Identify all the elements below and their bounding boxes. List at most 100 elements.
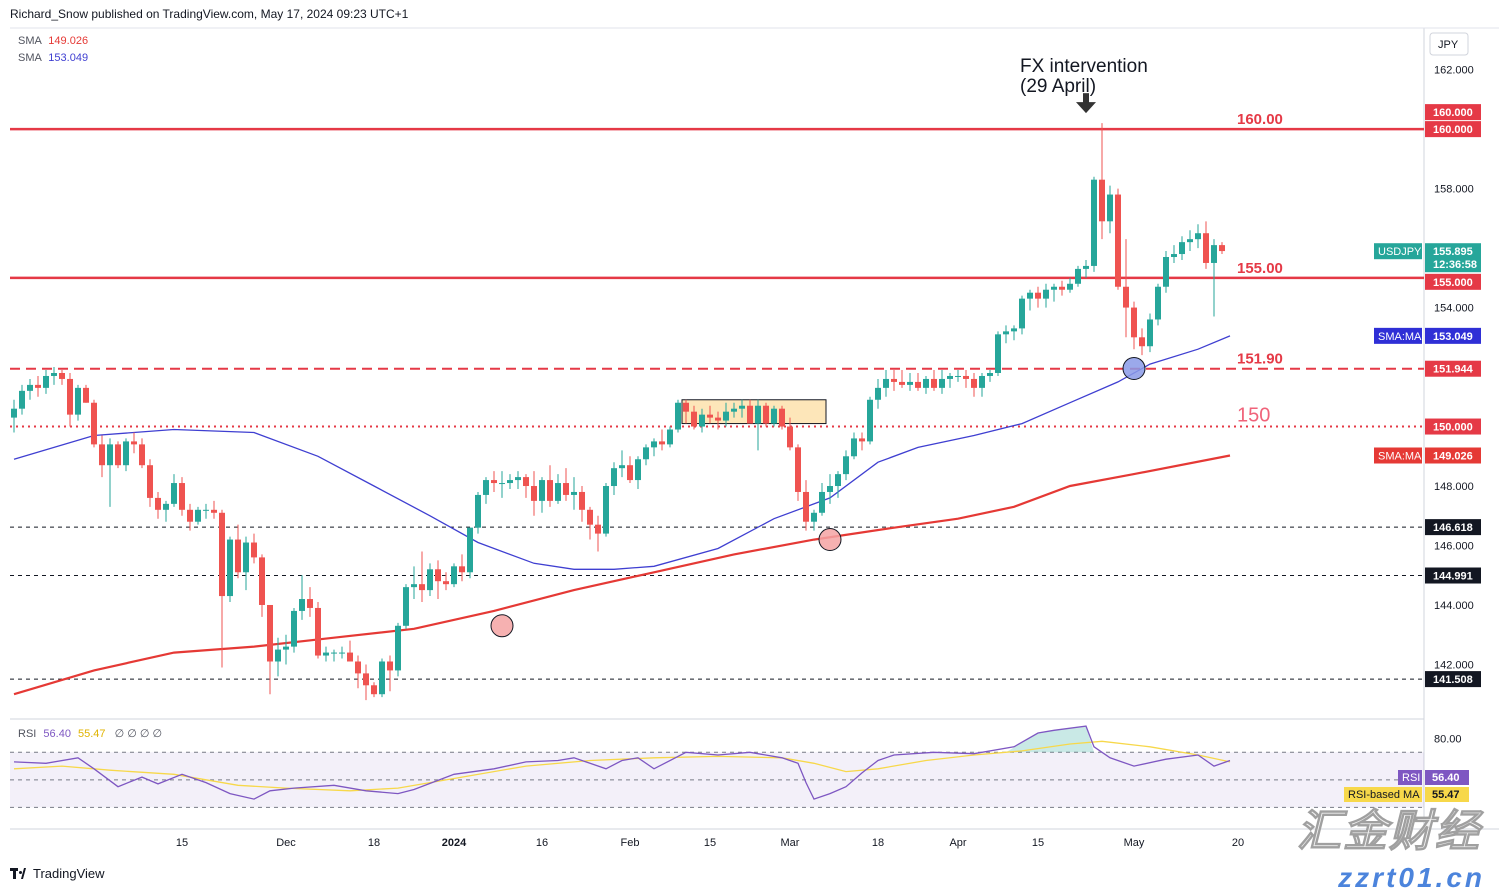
candle-73 <box>595 524 601 534</box>
candle-22 <box>187 509 193 522</box>
axis-label-bg-3 <box>1425 243 1481 260</box>
axis-label-bg-5 <box>1425 273 1481 290</box>
axis-label-bg-8 <box>1425 360 1481 377</box>
candle-119 <box>963 375 969 379</box>
axis-label-8: 151.944 <box>1433 364 1474 376</box>
candle-108 <box>875 387 881 400</box>
candle-125 <box>1011 328 1017 332</box>
candle-25 <box>211 509 217 513</box>
time-tick-4: 16 <box>536 837 548 849</box>
axis-label-bg-9 <box>1425 418 1481 435</box>
axis-tag-2: USDJPY <box>1378 246 1422 258</box>
time-tick-7: Mar <box>781 837 800 849</box>
candle-130 <box>1051 286 1057 290</box>
axis-label-14: 141.508 <box>1433 674 1473 686</box>
candle-123 <box>995 334 1001 373</box>
candle-40 <box>331 652 337 654</box>
rsi-ma-line <box>13 740 1231 792</box>
candle-107 <box>867 399 873 442</box>
candle-43 <box>355 661 361 674</box>
price-tick-1: 158.000 <box>1434 184 1474 196</box>
candle-136 <box>1099 179 1105 222</box>
candle-114 <box>923 378 929 388</box>
axis-label-11: 149.026 <box>1433 451 1473 463</box>
rsi-value: 56.40 <box>1432 772 1460 784</box>
axis-label-bg-14 <box>1425 671 1481 688</box>
candle-105 <box>851 438 857 457</box>
candle-116 <box>939 378 945 388</box>
candle-115 <box>931 378 937 388</box>
candle-143 <box>1155 286 1161 320</box>
candle-10 <box>91 402 97 445</box>
candle-149 <box>1203 233 1209 263</box>
sma-long-legend-value: 149.026 <box>48 35 89 47</box>
axis-tag-10: SMA:MA <box>1378 451 1422 463</box>
watermark-url: zzrt01.cn <box>1338 862 1485 893</box>
rsi-tick-0: 80.00 <box>1434 734 1462 746</box>
candle-36 <box>299 599 305 611</box>
candle-124 <box>1003 331 1009 335</box>
candle-128 <box>1035 292 1041 299</box>
time-tick-6: 15 <box>704 837 716 849</box>
candle-96 <box>779 408 785 427</box>
candle-59 <box>483 480 489 495</box>
candle-86 <box>699 414 705 427</box>
time-tick-12: 20 <box>1232 837 1244 849</box>
candle-99 <box>803 491 809 522</box>
candle-17 <box>147 465 153 498</box>
candle-95 <box>771 408 777 424</box>
candle-4 <box>43 375 49 388</box>
candle-38 <box>315 607 321 656</box>
candle-46 <box>379 661 385 695</box>
axis-tag-bg-2 <box>1374 243 1422 260</box>
candle-24 <box>203 509 209 511</box>
candle-15 <box>131 441 137 445</box>
axis-label-bg-7 <box>1425 327 1481 344</box>
axis-label-bg-11 <box>1425 447 1481 464</box>
candle-77 <box>627 465 633 481</box>
candle-151 <box>1219 245 1225 252</box>
candle-41 <box>339 652 345 654</box>
candle-90 <box>731 408 737 412</box>
axis-label-bg-4 <box>1425 256 1481 273</box>
axis-label-3: 155.895 <box>1433 246 1473 258</box>
time-tick-9: Apr <box>949 837 966 849</box>
candle-133 <box>1075 268 1081 284</box>
candle-145 <box>1171 254 1177 258</box>
axis-label-7: 153.049 <box>1433 331 1473 343</box>
candle-53 <box>435 569 441 582</box>
price-tick-0: 162.000 <box>1434 65 1474 77</box>
candle-66 <box>539 480 545 501</box>
watermark-cn: 汇金财经 <box>1297 807 1481 857</box>
candle-34 <box>283 646 289 650</box>
rsi-ma-tag-bg <box>1344 787 1422 802</box>
tradingview-logo[interactable]: TradingView <box>10 866 105 881</box>
rsi-legend-value: 56.40 <box>43 728 71 740</box>
candle-74 <box>603 486 609 534</box>
candle-117 <box>947 375 953 379</box>
candle-7 <box>67 378 73 415</box>
candle-19 <box>163 503 169 510</box>
level-label-1: 155.00 <box>1237 260 1283 277</box>
sma-long-legend: SMA 149.026 <box>18 35 88 47</box>
candle-118 <box>955 375 961 377</box>
rsi-legend: RSI 56.40 55.47 ∅ ∅ ∅ ∅ <box>18 727 162 740</box>
axis-tag-bg-6 <box>1374 327 1422 344</box>
candle-91 <box>739 405 745 409</box>
price-tick-2: 154.000 <box>1434 303 1474 315</box>
sma-long-legend-label: SMA <box>18 35 42 47</box>
candle-47 <box>387 661 393 671</box>
candle-106 <box>859 438 865 442</box>
candle-69 <box>563 483 569 495</box>
axis-label-bg-13 <box>1425 567 1481 584</box>
candle-104 <box>843 456 849 475</box>
candle-110 <box>891 378 897 382</box>
candle-64 <box>523 477 529 487</box>
candle-87 <box>707 414 713 418</box>
candle-32 <box>267 604 273 662</box>
candle-28 <box>235 539 241 573</box>
candle-142 <box>1147 319 1153 347</box>
candle-102 <box>827 486 833 492</box>
price-tick-5: 144.000 <box>1434 600 1474 612</box>
